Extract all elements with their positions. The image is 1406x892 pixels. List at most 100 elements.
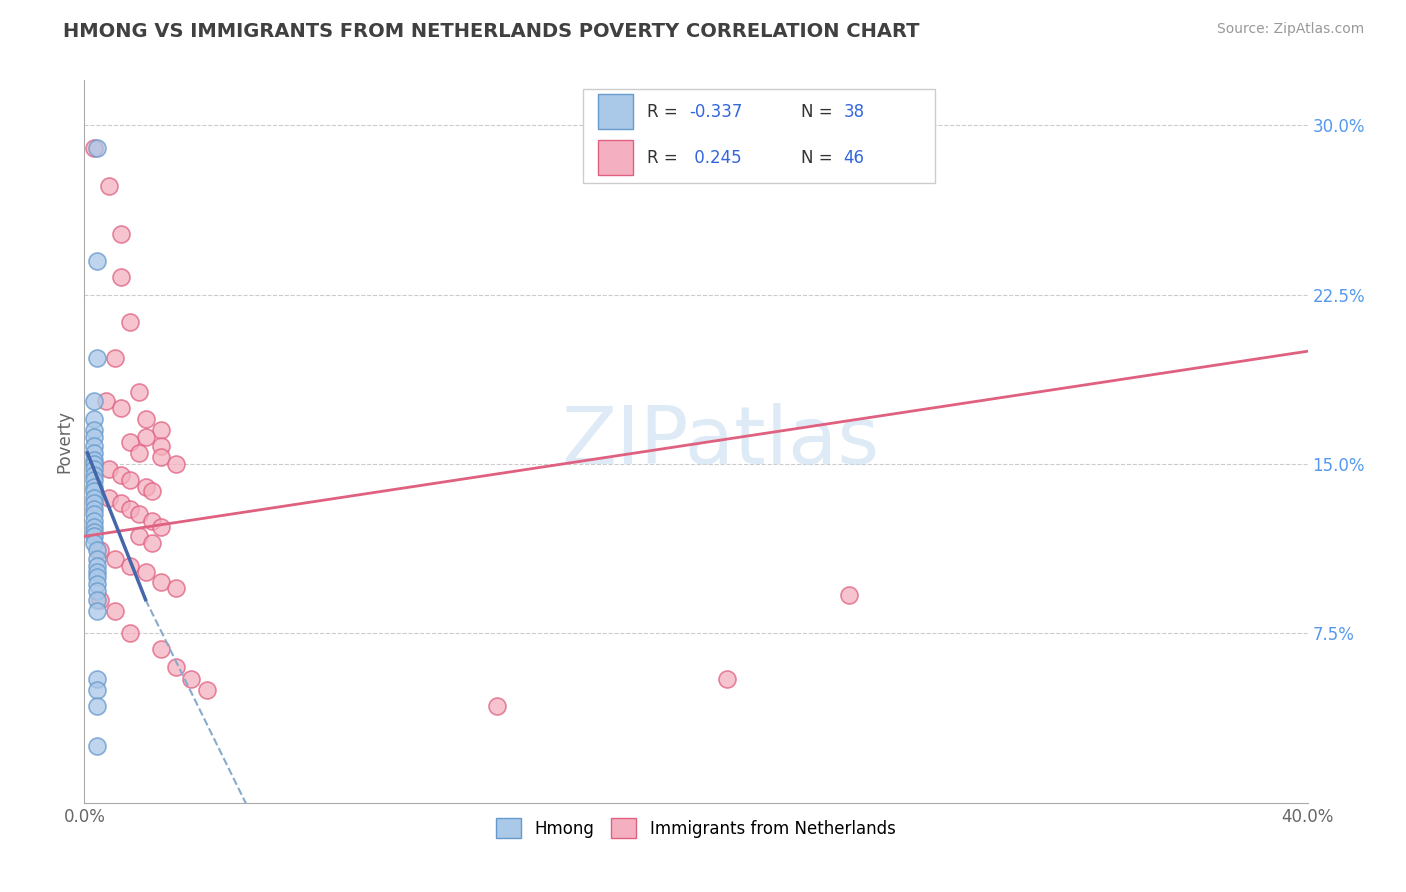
Point (110, 269, 132, 284)
Point (97, 461, 120, 475)
Point (83, 141, 105, 155)
Point (83, 520, 105, 534)
Point (180, 672, 202, 686)
Point (165, 582, 187, 596)
Text: Source: ZipAtlas.com: Source: ZipAtlas.com (1216, 22, 1364, 37)
Point (195, 682, 218, 697)
Y-axis label: Poverty: Poverty (55, 410, 73, 473)
Point (135, 430, 157, 444)
Point (128, 446, 150, 460)
Point (86, 542, 108, 557)
Point (104, 351, 127, 365)
Point (120, 626, 142, 640)
Point (83, 507, 105, 521)
Text: ZIPatlas: ZIPatlas (561, 402, 880, 481)
Point (86, 672, 108, 686)
Point (89, 592, 111, 607)
Bar (598, 140, 633, 176)
Text: -0.337: -0.337 (689, 103, 742, 120)
Point (83, 430, 105, 444)
Point (716, 672, 738, 686)
Point (89, 542, 111, 557)
Point (149, 450, 172, 465)
Point (135, 412, 157, 426)
Point (120, 502, 142, 516)
Point (120, 315, 142, 329)
Point (135, 480, 157, 494)
Point (120, 558, 142, 573)
Point (86, 570, 108, 584)
Point (83, 491, 105, 505)
Text: 46: 46 (844, 149, 865, 167)
Point (97, 179, 120, 194)
Point (149, 423, 172, 437)
Point (110, 401, 132, 415)
Point (83, 457, 105, 471)
Point (83, 452, 105, 467)
Text: N =: N = (801, 103, 838, 120)
Point (141, 536, 163, 550)
Point (83, 423, 105, 437)
Point (83, 446, 105, 460)
Point (86, 552, 108, 566)
Point (83, 536, 105, 550)
Point (83, 502, 105, 516)
Text: HMONG VS IMMIGRANTS FROM NETHERLANDS POVERTY CORRELATION CHART: HMONG VS IMMIGRANTS FROM NETHERLANDS POV… (63, 22, 920, 41)
Text: 38: 38 (844, 103, 865, 120)
Point (135, 566, 157, 580)
Point (83, 412, 105, 426)
Point (83, 495, 105, 509)
Point (83, 524, 105, 539)
Point (165, 457, 187, 471)
Point (86, 698, 108, 713)
Point (86, 592, 108, 607)
Point (120, 434, 142, 449)
Text: R =: R = (647, 103, 683, 120)
Point (104, 604, 127, 618)
Point (141, 514, 163, 528)
Point (128, 507, 150, 521)
Point (86, 253, 108, 268)
Point (83, 514, 105, 528)
Point (94, 393, 117, 408)
Point (120, 473, 142, 487)
Text: 0.245: 0.245 (689, 149, 741, 167)
Point (86, 739, 108, 754)
Point (83, 461, 105, 475)
Point (86, 682, 108, 697)
Bar (598, 94, 633, 129)
Point (86, 566, 108, 580)
Point (86, 141, 108, 155)
Point (83, 529, 105, 543)
Point (110, 227, 132, 241)
Point (486, 698, 509, 713)
Legend: Hmong, Immigrants from Netherlands: Hmong, Immigrants from Netherlands (489, 812, 903, 845)
Point (149, 439, 172, 453)
Point (128, 384, 150, 399)
Point (149, 642, 172, 657)
Point (86, 351, 108, 365)
Point (149, 520, 172, 534)
Point (97, 491, 120, 505)
Point (110, 468, 132, 483)
Point (110, 495, 132, 509)
Point (83, 393, 105, 408)
Point (141, 484, 163, 499)
Point (838, 588, 860, 602)
Point (83, 480, 105, 494)
Point (86, 604, 108, 618)
Text: N =: N = (801, 149, 838, 167)
Point (86, 558, 108, 573)
Point (83, 484, 105, 499)
Point (83, 468, 105, 483)
FancyBboxPatch shape (583, 89, 935, 183)
Point (83, 473, 105, 487)
Point (149, 574, 172, 589)
Point (104, 552, 127, 566)
Text: R =: R = (647, 149, 683, 167)
Point (86, 583, 108, 598)
Point (86, 576, 108, 591)
Point (83, 439, 105, 453)
Point (165, 660, 187, 674)
Point (128, 529, 150, 543)
